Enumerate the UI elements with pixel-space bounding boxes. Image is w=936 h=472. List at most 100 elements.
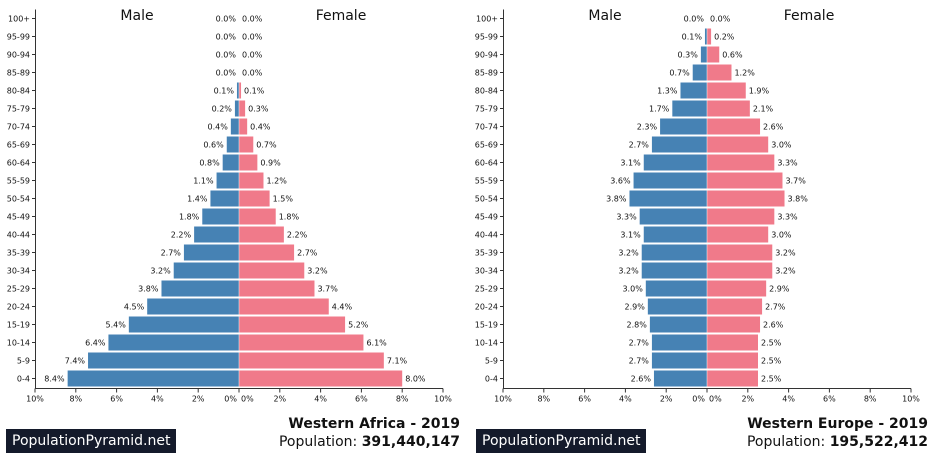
age-group-label: 75-79 [7, 105, 30, 114]
female-value-label: 0.9% [260, 159, 281, 168]
female-bar [239, 298, 329, 315]
chart-title-left: Western Africa - 2019 Population: 391,44… [279, 416, 460, 451]
male-value-label: 0.8% [199, 159, 220, 168]
brand-logo-left[interactable]: PopulationPyramid.net [6, 429, 177, 453]
male-value-label: 2.7% [629, 339, 650, 348]
male-value-label: 2.7% [161, 249, 182, 258]
male-bar [651, 334, 707, 351]
age-group-label: 35-39 [7, 249, 30, 258]
male-bar [704, 28, 707, 45]
male-value-label: 0.3% [678, 51, 699, 60]
female-bar [707, 352, 758, 369]
male-bar [173, 262, 239, 279]
male-value-label: 0.1% [682, 33, 703, 42]
male-bar [216, 172, 239, 189]
x-tick-label: 10% [902, 395, 920, 404]
age-group-label: 50-54 [475, 195, 498, 204]
age-group-label: 90-94 [7, 51, 30, 60]
female-bar [707, 118, 761, 135]
female-value-label: 2.6% [763, 123, 784, 132]
female-value-label: 0.0% [242, 15, 263, 24]
female-value-label: 0.4% [250, 123, 271, 132]
female-value-label: 0.6% [722, 51, 743, 60]
age-group-label: 55-59 [475, 177, 498, 186]
male-bar [692, 64, 707, 81]
female-bar [707, 190, 785, 207]
female-bar [707, 82, 746, 99]
female-bar [707, 208, 775, 225]
chart-title-right: Western Europe - 2019 Population: 195,52… [747, 416, 928, 451]
x-tick-label: 2% [273, 395, 286, 404]
male-value-label: 3.2% [618, 267, 639, 276]
male-value-label: 3.1% [620, 159, 641, 168]
x-tick-label: 8% [864, 395, 877, 404]
male-value-label: 0.0% [216, 15, 237, 24]
age-group-label: 60-64 [475, 159, 498, 168]
male-bar [647, 298, 707, 315]
female-bar [239, 190, 270, 207]
female-bar [239, 334, 364, 351]
x-tick-label: 10% [434, 395, 452, 404]
female-value-label: 2.9% [769, 285, 790, 294]
x-tick-label: 4% [151, 395, 164, 404]
age-group-label: 100+ [8, 15, 30, 24]
male-value-label: 0.1% [214, 87, 235, 96]
x-tick-label: 2% [741, 395, 754, 404]
female-value-label: 1.9% [749, 87, 770, 96]
male-bar [202, 208, 239, 225]
population-label-right: Population: [746, 434, 830, 450]
female-value-label: 3.2% [307, 267, 328, 276]
x-tick-label: 0% [241, 395, 254, 404]
female-bar [707, 136, 769, 153]
male-bar [641, 244, 707, 261]
population-line-right: Population: 195,522,412 [747, 433, 928, 451]
age-group-label: 20-24 [7, 303, 30, 312]
female-bar [239, 136, 254, 153]
female-bar [239, 244, 295, 261]
male-value-label: 3.6% [610, 177, 631, 186]
male-bar [680, 82, 707, 99]
male-bar [222, 154, 239, 171]
female-value-label: 6.1% [366, 339, 387, 348]
brand-logo-right[interactable]: PopulationPyramid.net [476, 429, 647, 453]
male-value-label: 2.2% [171, 231, 192, 240]
female-bar [239, 370, 403, 387]
male-value-label: 1.4% [187, 195, 208, 204]
male-value-label: 2.8% [627, 321, 648, 330]
male-bar [108, 334, 239, 351]
male-bar [88, 352, 239, 369]
age-group-label: 15-19 [7, 321, 30, 330]
male-side-label-0: Male [120, 8, 153, 24]
female-bar [707, 280, 767, 297]
male-bar [234, 100, 239, 117]
female-bar [707, 28, 712, 45]
female-side-label-0: Female [316, 8, 367, 24]
female-value-label: 2.1% [753, 105, 774, 114]
male-bar [210, 190, 239, 207]
female-value-label: 0.0% [242, 51, 263, 60]
age-group-label: 65-69 [475, 141, 498, 150]
pyramid-charts: Male Female 100+ 0.0% 0.0% 95-99 0.0% 0.0% 90-94… [7, 8, 921, 404]
age-group-label: 25-29 [475, 285, 498, 294]
male-bar [645, 280, 707, 297]
male-value-label: 3.0% [622, 285, 643, 294]
age-group-label: 25-29 [7, 285, 30, 294]
female-bar [239, 154, 258, 171]
female-bar [239, 100, 246, 117]
female-value-label: 1.5% [273, 195, 294, 204]
male-bar [161, 280, 239, 297]
male-value-label: 2.7% [629, 357, 650, 366]
age-group-label: 95-99 [7, 33, 30, 42]
x-tick-label: 6% [110, 395, 123, 404]
age-group-label: 10-14 [7, 339, 30, 348]
region-title-left: Western Africa - 2019 [288, 416, 460, 432]
age-group-label: 60-64 [7, 159, 30, 168]
age-group-label: 75-79 [475, 105, 498, 114]
x-tick-label: 4% [314, 395, 327, 404]
female-bar [239, 280, 315, 297]
female-bar [707, 334, 758, 351]
female-bar [707, 370, 758, 387]
female-bar [239, 172, 264, 189]
female-value-label: 1.2% [266, 177, 287, 186]
male-value-label: 2.7% [629, 141, 650, 150]
